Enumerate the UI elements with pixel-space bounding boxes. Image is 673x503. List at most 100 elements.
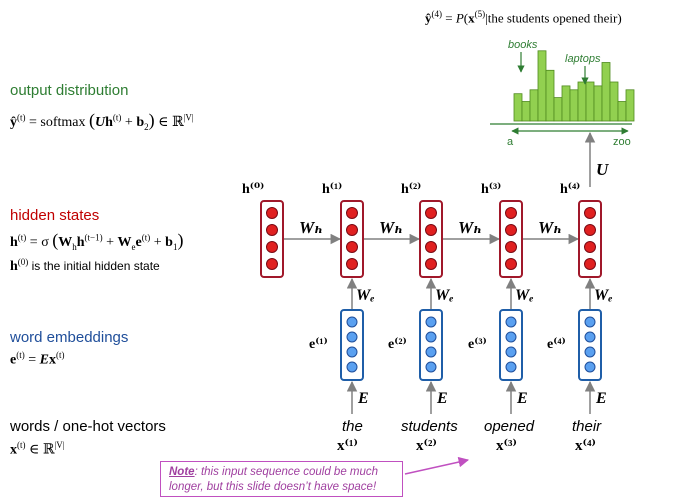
weight-label-wh: Wₕ <box>458 218 482 237</box>
weight-label-e: E <box>437 390 448 407</box>
embedding-unit <box>425 316 437 328</box>
histogram-bar <box>601 62 611 122</box>
weight-label-we: Wₑ <box>594 287 613 304</box>
note-arrow <box>404 456 470 475</box>
word-embeddings-title: word embeddings <box>10 329 129 346</box>
output-histogram <box>490 50 635 135</box>
hidden-unit <box>425 224 437 236</box>
hidden-state-box-1 <box>340 200 364 278</box>
hidden-unit <box>346 258 358 270</box>
weight-label-e: E <box>358 390 369 407</box>
hidden-unit <box>505 207 517 219</box>
input-vector-2: x⁽²⁾ <box>416 438 437 454</box>
hidden-unit <box>505 258 517 270</box>
embedding-box-2 <box>419 309 443 381</box>
embedding-unit <box>425 346 437 358</box>
weight-label-we: Wₑ <box>356 287 375 304</box>
hidden-unit <box>584 224 596 236</box>
embedding-unit <box>584 331 596 343</box>
embedding-label-4: e⁽⁴⁾ <box>547 337 566 352</box>
note-box: Note: this input sequence could be much … <box>160 461 403 497</box>
embedding-unit <box>346 316 358 328</box>
words-onehot-title: words / one-hot vectors <box>10 418 166 435</box>
words-onehot-formula: x(t) ∈ ℝ|V| <box>10 440 65 458</box>
embedding-unit <box>505 331 517 343</box>
histogram-bar <box>537 50 547 122</box>
input-word-3: opened <box>484 418 535 435</box>
histogram-label-books: books <box>508 39 538 51</box>
histogram-bar <box>585 81 595 122</box>
embedding-label-2: e⁽²⁾ <box>388 337 407 352</box>
hidden-unit <box>346 241 358 253</box>
histogram-bar <box>529 89 539 122</box>
connections <box>283 131 596 475</box>
hidden-label-0: h⁽⁰⁾ <box>242 182 265 197</box>
histogram-bar <box>561 85 571 122</box>
hidden-unit <box>584 258 596 270</box>
histogram-bar <box>593 85 603 122</box>
hidden-states-formula: h(t) = σ (Whh(t−1) + Wee(t) + b1) <box>10 230 184 252</box>
input-vector-3: x⁽³⁾ <box>496 438 517 454</box>
embedding-label-1: e⁽¹⁾ <box>309 337 328 352</box>
initial-hidden-note: h(0) is the initial hidden state <box>10 257 160 274</box>
weight-label-we: Wₑ <box>515 287 534 304</box>
histogram-bar <box>521 101 531 122</box>
embedding-unit <box>425 361 437 373</box>
weight-label-wh: Wₕ <box>538 218 562 237</box>
hidden-unit <box>505 224 517 236</box>
embedding-unit <box>505 361 517 373</box>
hidden-state-box-2 <box>419 200 443 278</box>
weight-label-wh: Wₕ <box>299 218 323 237</box>
hidden-unit <box>584 241 596 253</box>
hidden-unit <box>425 258 437 270</box>
histogram-label-laptops: laptops <box>565 53 601 65</box>
hidden-unit <box>346 224 358 236</box>
histogram-bar <box>513 93 523 122</box>
embedding-unit <box>346 361 358 373</box>
embedding-unit <box>425 331 437 343</box>
hidden-unit <box>266 224 278 236</box>
histogram-bar <box>577 81 587 122</box>
embedding-box-4 <box>578 309 602 381</box>
hidden-states-title: hidden states <box>10 207 100 224</box>
hidden-state-box-4 <box>578 200 602 278</box>
histogram-axis-start: a <box>507 136 514 148</box>
hidden-label-1: h⁽¹⁾ <box>322 182 343 197</box>
weight-label-e: E <box>596 390 607 407</box>
weight-label-we: Wₑ <box>435 287 454 304</box>
hidden-unit <box>346 207 358 219</box>
hidden-label-2: h⁽²⁾ <box>401 182 422 197</box>
input-word-2: students <box>401 418 458 435</box>
hidden-state-box-0 <box>260 200 284 278</box>
output-distribution-formula: ŷ(t) = softmax (Uh(t) + b2) ∈ ℝ|V| <box>10 110 194 132</box>
top-probability-formula: ŷ(4) = P(x(5)|the students opened their) <box>425 9 622 26</box>
embedding-box-1 <box>340 309 364 381</box>
hidden-label-3: h⁽³⁾ <box>481 182 502 197</box>
input-word-1: the <box>342 418 363 435</box>
weight-label-u: U <box>596 160 609 179</box>
hidden-state-boxes <box>260 200 602 278</box>
note-label: Note <box>169 466 195 478</box>
input-vector-4: x⁽⁴⁾ <box>575 438 596 454</box>
hidden-unit <box>584 207 596 219</box>
histogram-axis-end: zoo <box>613 136 631 148</box>
input-word-4: their <box>572 418 602 435</box>
embedding-boxes <box>340 309 602 381</box>
hidden-unit <box>266 207 278 219</box>
output-distribution-title: output distribution <box>10 82 129 99</box>
embedding-box-3 <box>499 309 523 381</box>
embedding-unit <box>584 346 596 358</box>
embedding-unit <box>505 346 517 358</box>
histogram-bar <box>625 89 635 122</box>
embedding-unit <box>584 316 596 328</box>
histogram-bar <box>569 89 579 122</box>
weight-label-wh: Wₕ <box>379 218 403 237</box>
word-embeddings-formula: e(t) = Ex(t) <box>10 350 65 368</box>
hidden-unit <box>425 207 437 219</box>
embedding-label-3: e⁽³⁾ <box>468 337 487 352</box>
hidden-unit <box>505 241 517 253</box>
hidden-state-box-3 <box>499 200 523 278</box>
note-text: : this input sequence could be much long… <box>169 466 379 493</box>
hidden-unit <box>266 241 278 253</box>
hidden-label-4: h⁽⁴⁾ <box>560 182 581 197</box>
